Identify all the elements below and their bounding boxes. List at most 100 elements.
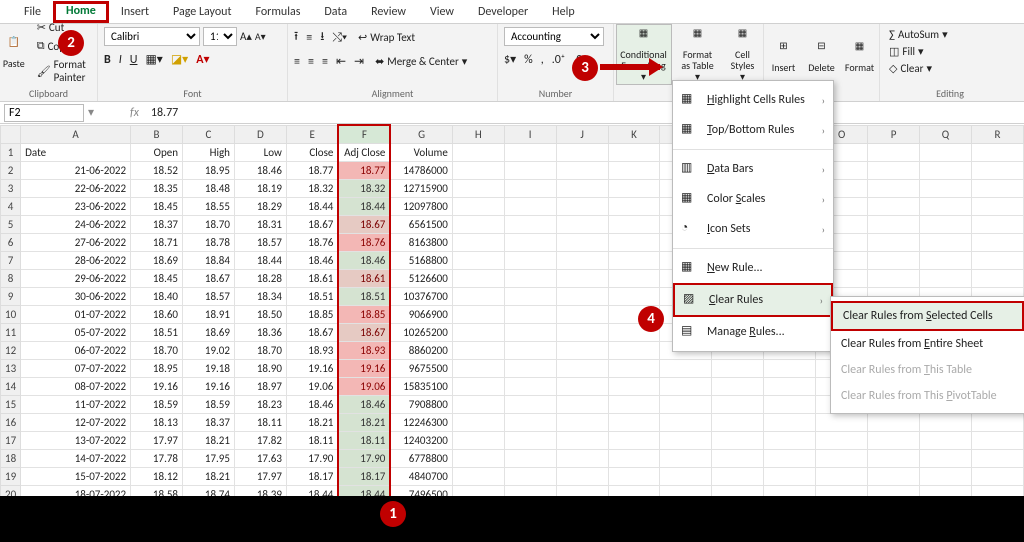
cell[interactable] — [920, 251, 972, 269]
format-as-table-button[interactable]: ▦ Format as Table▾ — [676, 25, 720, 84]
cell[interactable]: 18.59 — [131, 395, 183, 413]
cell[interactable]: 18.84 — [183, 251, 235, 269]
cell[interactable]: 17.97 — [131, 431, 183, 449]
cell[interactable]: 5126600 — [390, 269, 452, 287]
cf-clear-rules[interactable]: ▨Clear Rules› — [673, 283, 833, 317]
cell[interactable] — [868, 413, 920, 431]
clear-entire-sheet[interactable]: Clear Rules from Entire Sheet — [831, 331, 1024, 357]
cell[interactable]: 18.91 — [183, 305, 235, 323]
col-header-P[interactable]: P — [868, 125, 920, 143]
cell[interactable]: 18.71 — [131, 233, 183, 251]
clear-button[interactable]: ◇ Clear▾ — [886, 61, 1014, 76]
cell[interactable] — [504, 323, 556, 341]
autosum-button[interactable]: ∑ AutoSum▾ — [886, 27, 1014, 42]
cell-adj-close[interactable]: 18.46 — [338, 251, 390, 269]
tab-help[interactable]: Help — [540, 3, 587, 23]
cell[interactable]: 10376700 — [390, 287, 452, 305]
cell[interactable] — [452, 143, 504, 161]
cell[interactable] — [504, 251, 556, 269]
cell-adj-close[interactable]: 18.61 — [338, 269, 390, 287]
cell[interactable] — [452, 377, 504, 395]
cell[interactable] — [608, 143, 660, 161]
cell[interactable] — [504, 467, 556, 485]
cell[interactable]: 18.32 — [286, 179, 338, 197]
cell[interactable] — [608, 467, 660, 485]
delete-cells-button[interactable]: ⊟Delete — [805, 38, 839, 75]
cell[interactable] — [556, 197, 608, 215]
cell[interactable] — [920, 143, 972, 161]
cell[interactable] — [764, 449, 816, 467]
cell[interactable]: 01-07-2022 — [21, 305, 131, 323]
cell[interactable]: 05-07-2022 — [21, 323, 131, 341]
cell[interactable] — [712, 431, 764, 449]
row-header[interactable]: 3 — [1, 179, 21, 197]
cell[interactable]: 18.67 — [183, 269, 235, 287]
cell[interactable] — [868, 467, 920, 485]
cell[interactable]: 18.93 — [286, 341, 338, 359]
cell[interactable]: 22-06-2022 — [21, 179, 131, 197]
cell[interactable]: 18.11 — [286, 431, 338, 449]
cell[interactable] — [452, 431, 504, 449]
cell[interactable]: 8163800 — [390, 233, 452, 251]
cell[interactable]: 18.46 — [286, 251, 338, 269]
cell[interactable]: 6561500 — [390, 215, 452, 233]
cell[interactable]: 18.17 — [286, 467, 338, 485]
cell[interactable] — [452, 341, 504, 359]
cell[interactable]: 18.95 — [183, 161, 235, 179]
cell[interactable] — [764, 359, 816, 377]
cell[interactable]: 18.45 — [131, 197, 183, 215]
cell[interactable]: 18.67 — [286, 323, 338, 341]
cell[interactable] — [504, 449, 556, 467]
cell[interactable] — [660, 467, 712, 485]
cell[interactable] — [868, 233, 920, 251]
cell[interactable] — [504, 197, 556, 215]
cell[interactable]: 18.46 — [286, 395, 338, 413]
cell-adj-close[interactable]: 18.11 — [338, 431, 390, 449]
cell[interactable] — [920, 233, 972, 251]
row-header[interactable]: 15 — [1, 395, 21, 413]
col-header-K[interactable]: K — [608, 125, 660, 143]
cell[interactable] — [556, 215, 608, 233]
cell[interactable]: 18.55 — [183, 197, 235, 215]
row-header[interactable]: 6 — [1, 233, 21, 251]
cell[interactable] — [452, 449, 504, 467]
wrap-text-button[interactable]: ↩Wrap Text — [355, 30, 418, 45]
col-header-Q[interactable]: Q — [920, 125, 972, 143]
cell[interactable] — [608, 179, 660, 197]
cell[interactable]: 18.35 — [131, 179, 183, 197]
col-header-A[interactable]: A — [21, 125, 131, 143]
format-cells-button[interactable]: ▦Format — [843, 38, 877, 75]
fill-button[interactable]: ◫ Fill▾ — [886, 44, 1014, 59]
row-header[interactable]: 16 — [1, 413, 21, 431]
cell-adj-close[interactable]: 18.46 — [338, 395, 390, 413]
cell[interactable]: 15-07-2022 — [21, 467, 131, 485]
cell[interactable]: 15835100 — [390, 377, 452, 395]
cell[interactable] — [608, 161, 660, 179]
cell[interactable] — [608, 359, 660, 377]
cell[interactable] — [504, 431, 556, 449]
cell[interactable]: 14786000 — [390, 161, 452, 179]
cell[interactable] — [764, 395, 816, 413]
cell[interactable]: 18.34 — [234, 287, 286, 305]
fill-color-button[interactable]: ◪▾ — [171, 52, 188, 67]
cell[interactable] — [712, 359, 764, 377]
cell-adj-close[interactable]: 19.16 — [338, 359, 390, 377]
tab-formulas[interactable]: Formulas — [243, 3, 312, 23]
row-header[interactable]: 9 — [1, 287, 21, 305]
cell[interactable]: 12403200 — [390, 431, 452, 449]
cell[interactable] — [971, 197, 1023, 215]
row-header[interactable]: 10 — [1, 305, 21, 323]
cell[interactable] — [920, 449, 972, 467]
cell[interactable] — [504, 179, 556, 197]
cell[interactable] — [868, 215, 920, 233]
cell[interactable] — [868, 161, 920, 179]
col-header-G[interactable]: G — [390, 125, 452, 143]
cell[interactable] — [971, 215, 1023, 233]
cell[interactable] — [608, 287, 660, 305]
cell[interactable]: 14-07-2022 — [21, 449, 131, 467]
cf-highlight-cells[interactable]: ▦Highlight Cells Rules› — [673, 85, 833, 115]
indent-dec-icon[interactable]: ⇤ — [336, 54, 346, 69]
cell[interactable]: 18.44 — [234, 251, 286, 269]
cell[interactable]: 18.70 — [183, 215, 235, 233]
cell[interactable] — [608, 449, 660, 467]
